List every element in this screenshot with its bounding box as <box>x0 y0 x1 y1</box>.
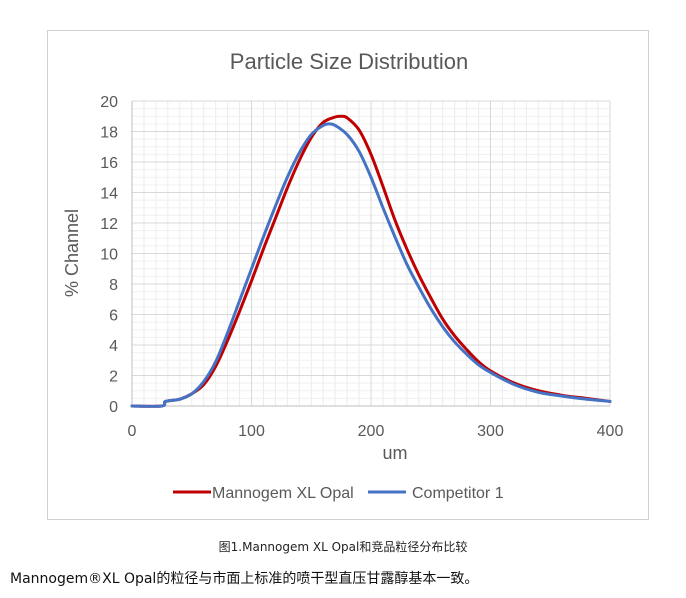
y-axis-label: % Channel <box>62 209 82 297</box>
x-axis-label: um <box>382 443 407 463</box>
x-tick-label: 300 <box>477 423 504 440</box>
y-tick-label: 18 <box>100 125 118 142</box>
y-tick-label: 16 <box>100 155 118 172</box>
series-line-1 <box>130 114 612 408</box>
y-tick-label: 4 <box>109 338 118 355</box>
y-tick-label: 14 <box>100 186 118 203</box>
y-tick-label: 10 <box>100 247 118 264</box>
chart-title: Particle Size Distribution <box>230 49 468 74</box>
series-layer <box>130 114 612 408</box>
figure-caption: 图1.Mannogem XL Opal和竞品粒径分布比较 <box>218 540 468 554</box>
series-line-2 <box>130 122 612 408</box>
y-tick-label: 0 <box>109 399 118 416</box>
x-tick-label: 200 <box>358 423 385 440</box>
x-tick-label: 0 <box>128 423 137 440</box>
y-tick-label: 8 <box>109 277 118 294</box>
x-tick-label: 400 <box>597 423 624 440</box>
chart-frame: 0 2 4 6 8 10 12 14 16 18 20 0 100 200 300 400 Particle … <box>47 30 649 520</box>
body-text: Mannogem®XL Opal的粒径与市面上标准的喷干型直压甘露醇基本一致。 <box>10 571 479 587</box>
legend-label-2: Competitor 1 <box>412 485 504 502</box>
y-tick-label: 12 <box>100 216 118 233</box>
y-tick-label: 20 <box>100 94 118 111</box>
y-tick-label: 6 <box>109 308 118 325</box>
x-tick-label: 100 <box>238 423 265 440</box>
y-tick-label: 2 <box>109 369 118 386</box>
chart-legend: Mannogem XL Opal Competitor 1 <box>173 485 504 502</box>
legend-label-1: Mannogem XL Opal <box>212 485 354 502</box>
grid-layer <box>132 100 611 406</box>
